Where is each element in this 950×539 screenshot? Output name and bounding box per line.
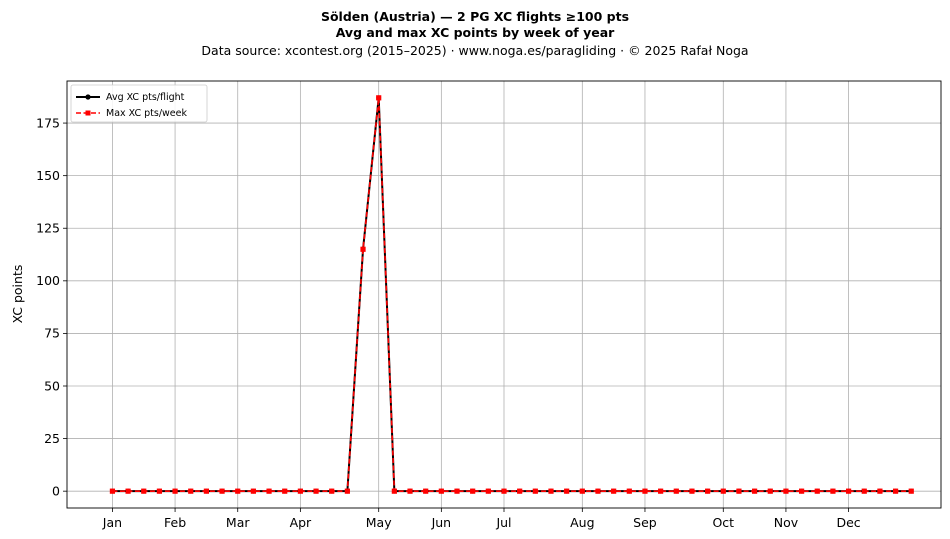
max-series-line <box>112 97 912 492</box>
chart-subtitle: Avg and max XC points by week of year <box>336 25 615 40</box>
y-tick-label: 0 <box>52 483 60 498</box>
max-point <box>642 488 648 494</box>
max-point <box>595 488 601 494</box>
x-tick-label: Aug <box>570 515 594 530</box>
max-point <box>219 488 225 494</box>
chart-title: Sölden (Austria) — 2 PG XC flights ≥100 … <box>321 9 629 24</box>
legend-box <box>70 84 208 123</box>
max-point <box>172 488 178 494</box>
x-axis: Jan Feb Mar Apr May Jun Jul Aug Sep Oct Nov Dec <box>102 508 861 530</box>
y-tick-label: 25 <box>44 431 60 446</box>
legend-avg-marker <box>85 94 91 100</box>
x-tick-label: Nov <box>774 515 799 530</box>
max-point <box>861 488 867 494</box>
max-point <box>235 488 241 494</box>
max-point <box>250 488 256 494</box>
max-point <box>626 488 632 494</box>
max-point <box>376 95 382 101</box>
chart-source-line: Data source: xcontest.org (2015–2025) · … <box>201 43 748 58</box>
max-point <box>470 488 476 494</box>
y-tick-label: 75 <box>44 326 60 341</box>
max-point <box>752 488 758 494</box>
max-point <box>344 488 350 494</box>
max-point <box>658 488 664 494</box>
x-tick-label: Feb <box>164 515 186 530</box>
max-point <box>783 488 789 494</box>
max-point <box>438 488 444 494</box>
x-tick-label: Sep <box>633 515 657 530</box>
y-tick-label: 150 <box>36 168 60 183</box>
legend-avg-label: Avg XC pts/flight <box>106 92 185 103</box>
max-point <box>736 488 742 494</box>
y-axis: 0 25 50 75 100 125 150 175 <box>36 115 67 498</box>
max-point <box>892 488 899 494</box>
max-point <box>329 488 335 494</box>
max-point <box>845 488 852 494</box>
max-point <box>454 488 460 494</box>
max-point <box>767 488 773 494</box>
max-point <box>814 488 820 494</box>
max-point <box>830 488 836 494</box>
x-tick-label: Apr <box>290 515 312 530</box>
max-point <box>297 488 303 494</box>
x-tick-label: Dec <box>836 515 860 530</box>
x-tick-label: May <box>366 515 392 530</box>
max-point <box>798 488 805 494</box>
x-tick-label: Jul <box>495 515 511 530</box>
max-point <box>485 488 491 494</box>
max-point <box>673 488 679 494</box>
max-point <box>391 488 397 494</box>
series-layer <box>109 95 914 494</box>
x-tick-label: Jun <box>431 515 452 530</box>
max-point <box>313 488 319 494</box>
avg-series-line <box>112 96 912 493</box>
max-point <box>407 488 413 494</box>
y-tick-label: 125 <box>36 221 60 236</box>
max-point <box>266 488 272 494</box>
max-point <box>501 488 507 494</box>
max-point <box>188 488 194 494</box>
max-point <box>532 488 538 494</box>
max-point <box>689 488 695 494</box>
max-point <box>423 488 429 494</box>
y-axis-label: XC points <box>10 265 25 324</box>
max-point <box>705 488 711 494</box>
max-point <box>908 488 914 494</box>
max-point <box>720 488 726 494</box>
grid <box>67 81 941 508</box>
legend-max-label: Max XC pts/week <box>106 108 187 119</box>
y-tick-label: 50 <box>44 378 60 393</box>
max-point <box>579 488 585 494</box>
max-point <box>877 488 883 494</box>
max-point <box>125 488 131 494</box>
x-tick-label: Oct <box>712 515 734 530</box>
max-point <box>360 246 366 252</box>
y-tick-label: 175 <box>36 115 60 130</box>
max-point <box>611 488 617 494</box>
legend: Avg XC pts/flight Max XC pts/week <box>70 84 208 123</box>
max-point <box>203 488 210 494</box>
max-point <box>548 488 554 494</box>
max-point <box>517 488 523 494</box>
max-point <box>156 488 163 494</box>
x-tick-label: Mar <box>226 515 250 530</box>
x-tick-label: Jan <box>102 515 122 530</box>
y-tick-label: 100 <box>36 273 60 288</box>
max-point <box>282 488 288 494</box>
max-point <box>564 488 570 494</box>
max-point <box>109 488 116 494</box>
max-point <box>141 488 147 494</box>
legend-max-marker <box>85 110 91 116</box>
